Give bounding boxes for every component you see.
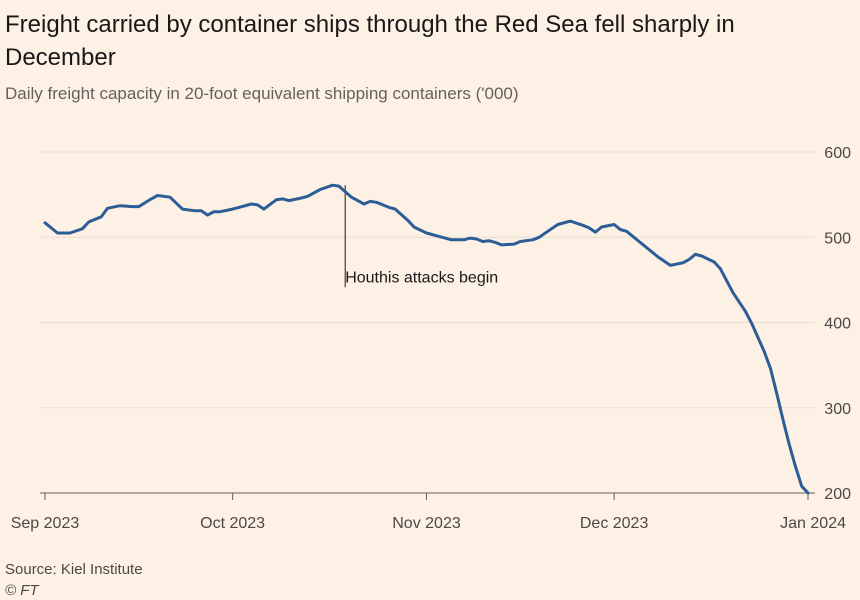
x-tick-label-1: Oct 2023 bbox=[200, 515, 265, 532]
annotation-label-0: Houthis attacks begin bbox=[345, 269, 498, 286]
chart-subtitle: Daily freight capacity in 20-foot equiva… bbox=[5, 84, 519, 103]
source-note: Source: Kiel Institute bbox=[5, 561, 143, 578]
series-line-0 bbox=[43, 183, 810, 495]
chart-title: Freight carried by container ships throu… bbox=[5, 11, 735, 71]
x-tick-label-3: Dec 2023 bbox=[580, 515, 649, 532]
y-tick-label-400: 400 bbox=[824, 316, 851, 333]
annotations: Houthis attacks begin bbox=[344, 185, 498, 288]
y-tick-label-200: 200 bbox=[824, 486, 851, 503]
x-tick-label-0: Sep 2023 bbox=[11, 515, 80, 532]
y-tick-label-500: 500 bbox=[824, 230, 851, 247]
grid-lines bbox=[40, 151, 815, 494]
y-tick-label-300: 300 bbox=[824, 401, 851, 418]
y-tick-label-600: 600 bbox=[824, 145, 851, 162]
copyright: © FT bbox=[5, 582, 39, 599]
y-axis: 600 500 400 300 200 bbox=[824, 145, 851, 503]
x-tick-label-2: Nov 2023 bbox=[392, 515, 461, 532]
x-tick-label-4: Jan 2024 bbox=[780, 515, 846, 532]
series-layer bbox=[43, 183, 810, 495]
x-axis: Sep 2023 Oct 2023 Nov 2023 Dec 2023 Jan 2024 bbox=[11, 492, 846, 532]
